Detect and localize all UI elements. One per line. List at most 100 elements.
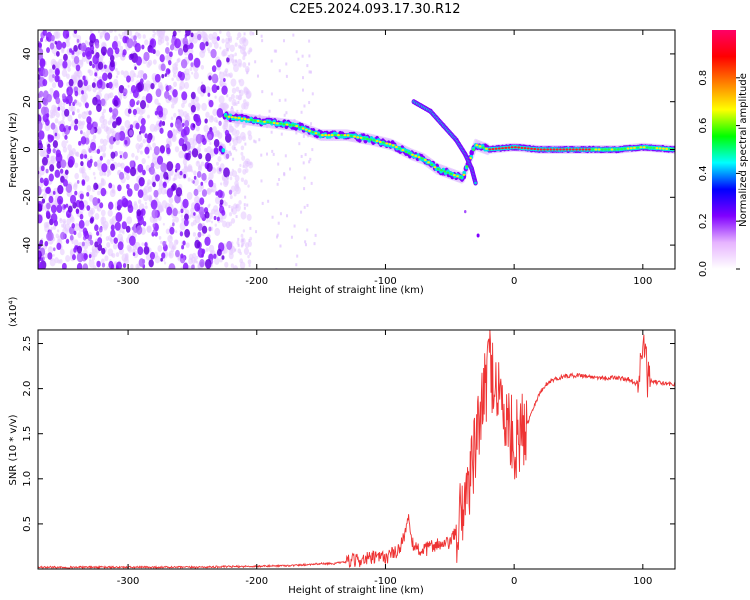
noise-blob — [149, 251, 156, 260]
noise-blob — [115, 265, 119, 269]
noise-blob — [57, 195, 64, 205]
noise-speck — [147, 114, 150, 119]
ridge-core — [333, 134, 337, 137]
noise-speck — [229, 171, 234, 177]
noise-speck — [72, 183, 78, 191]
ridge-core — [282, 123, 286, 126]
noise-blob — [67, 213, 70, 218]
ridge-core — [607, 148, 611, 151]
noise-speck — [244, 66, 250, 73]
noise-speck — [242, 55, 246, 61]
noise-blob — [50, 204, 57, 214]
faint-speck — [253, 139, 256, 143]
ridge-core — [430, 163, 434, 166]
noise-speck — [219, 46, 222, 50]
noise-speck — [93, 49, 97, 54]
noise-speck — [86, 185, 92, 192]
faint-speck — [254, 140, 257, 144]
noise-speck — [117, 162, 121, 168]
noise-blob — [86, 116, 92, 125]
faint-speck — [246, 91, 249, 95]
noise-speck — [143, 82, 146, 86]
noise-speck — [193, 71, 199, 80]
noise-blob — [199, 197, 205, 205]
noise-speck — [245, 168, 249, 174]
x-tick-label: 0 — [511, 576, 517, 587]
noise-speck — [217, 155, 222, 162]
noise-speck — [106, 159, 111, 165]
noise-speck — [99, 233, 102, 237]
noise-blob — [204, 118, 208, 124]
noise-blob — [46, 202, 51, 210]
noise-speck — [125, 174, 130, 181]
noise-speck — [174, 216, 179, 223]
faint-speck — [295, 131, 298, 135]
noise-blob — [137, 100, 140, 105]
noise-blob — [103, 64, 107, 69]
noise-blob — [86, 122, 93, 131]
noise-speck — [224, 121, 227, 125]
noise-blob — [89, 60, 93, 66]
y-tick-label: -40 — [22, 237, 33, 253]
noise-blob — [62, 60, 68, 69]
noise-speck — [134, 155, 139, 161]
ridge-core — [555, 148, 559, 151]
noise-speck — [240, 109, 243, 114]
noise-blob — [183, 125, 190, 136]
noise-blob — [193, 212, 196, 216]
noise-blob — [78, 140, 82, 146]
noise-speck — [231, 87, 237, 94]
faint-speck — [248, 239, 251, 243]
snr-x-ticks: -300 -200 -100 0 100 — [117, 330, 652, 587]
noise-speck — [175, 230, 178, 234]
noise-blob — [48, 195, 54, 204]
noise-speck — [215, 119, 219, 123]
noise-speck — [81, 111, 87, 120]
y-tick-label: 2.0 — [22, 381, 33, 397]
noise-speck — [210, 220, 214, 224]
noise-blob — [54, 40, 58, 45]
ridge-core — [366, 137, 369, 141]
noise-speck — [92, 171, 96, 176]
noise-speck — [188, 102, 192, 108]
faint-speck — [276, 233, 279, 237]
noise-blob — [175, 187, 183, 197]
ridge-core — [662, 147, 665, 150]
noise-blob — [139, 124, 146, 134]
noise-speck — [188, 165, 193, 172]
noise-blob — [126, 75, 131, 83]
faint-speck — [246, 160, 249, 164]
noise-blob — [55, 97, 61, 105]
noise-speck — [224, 41, 231, 50]
noise-blob — [175, 162, 181, 171]
noise-speck — [149, 146, 153, 151]
noise-blob — [179, 231, 184, 237]
noise-blob — [65, 203, 69, 208]
noise-blob — [100, 46, 107, 56]
noise-blob — [42, 68, 49, 78]
noise-speck — [85, 220, 90, 227]
noise-speck — [48, 74, 53, 81]
ridge-core — [584, 148, 588, 151]
noise-blob — [76, 209, 79, 215]
noise-blob — [216, 216, 220, 222]
noise-blob — [200, 181, 204, 186]
noise-blob — [79, 193, 84, 200]
noise-speck — [152, 142, 156, 148]
noise-blob — [197, 223, 203, 231]
noise-blob — [101, 247, 106, 255]
noise-speck — [240, 131, 246, 140]
noise-speck — [50, 227, 53, 231]
noise-blob — [196, 171, 202, 178]
faint-speck — [231, 106, 234, 110]
ridge-core — [378, 140, 382, 143]
noise-speck — [177, 210, 181, 214]
noise-speck — [124, 30, 129, 37]
ridge-core — [404, 150, 408, 153]
noise-blob — [38, 67, 41, 72]
noise-blob — [182, 240, 186, 246]
noise-speck — [163, 30, 166, 33]
faint-speck — [244, 142, 247, 146]
